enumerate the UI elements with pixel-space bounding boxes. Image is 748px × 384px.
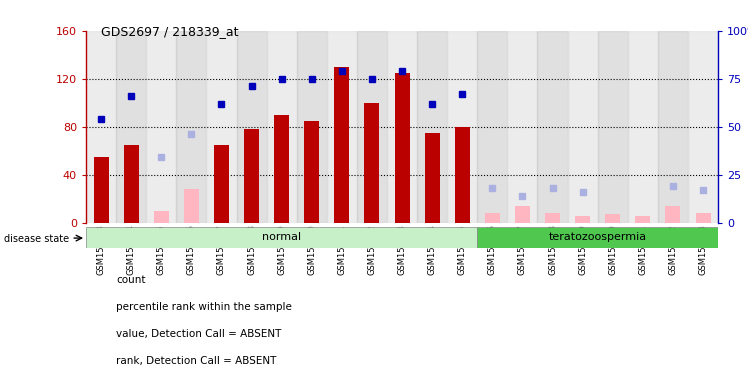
Text: percentile rank within the sample: percentile rank within the sample — [116, 302, 292, 312]
Bar — [417, 31, 447, 223]
Bar — [177, 31, 206, 223]
Bar — [688, 31, 718, 223]
Bar — [628, 31, 658, 223]
Bar — [154, 211, 169, 223]
Bar — [266, 31, 297, 223]
Bar — [666, 206, 681, 223]
Bar — [605, 214, 620, 223]
Bar — [116, 31, 146, 223]
Bar — [568, 31, 598, 223]
Bar — [477, 31, 507, 223]
Bar — [244, 129, 259, 223]
Bar — [364, 103, 379, 223]
Bar — [206, 31, 236, 223]
Bar — [455, 127, 470, 223]
Bar — [334, 67, 349, 223]
Bar — [658, 31, 688, 223]
Bar — [86, 31, 116, 223]
Bar — [387, 31, 417, 223]
Bar — [146, 31, 177, 223]
Bar — [545, 213, 560, 223]
Bar — [447, 31, 477, 223]
Bar — [327, 31, 357, 223]
Bar — [485, 213, 500, 223]
Bar — [236, 31, 266, 223]
Text: disease state: disease state — [4, 234, 69, 244]
Text: value, Detection Call = ABSENT: value, Detection Call = ABSENT — [116, 329, 281, 339]
Text: normal: normal — [262, 232, 301, 242]
Text: GDS2697 / 218339_at: GDS2697 / 218339_at — [101, 25, 239, 38]
Bar — [304, 121, 319, 223]
Bar — [184, 189, 199, 223]
Bar — [214, 145, 229, 223]
Bar — [515, 206, 530, 223]
Text: rank, Detection Call = ABSENT: rank, Detection Call = ABSENT — [116, 356, 276, 366]
Text: teratozoospermia: teratozoospermia — [548, 232, 647, 242]
Text: count: count — [116, 275, 145, 285]
Bar — [696, 213, 711, 223]
Bar — [297, 31, 327, 223]
Bar — [575, 215, 590, 223]
Bar — [357, 31, 387, 223]
Bar — [123, 145, 138, 223]
Bar — [635, 215, 650, 223]
Bar — [425, 133, 440, 223]
Bar — [274, 115, 289, 223]
Bar — [538, 31, 568, 223]
Bar — [598, 31, 628, 223]
Bar — [477, 227, 718, 248]
Bar — [394, 73, 410, 223]
Bar — [507, 31, 538, 223]
Bar — [94, 157, 108, 223]
Bar — [86, 227, 477, 248]
